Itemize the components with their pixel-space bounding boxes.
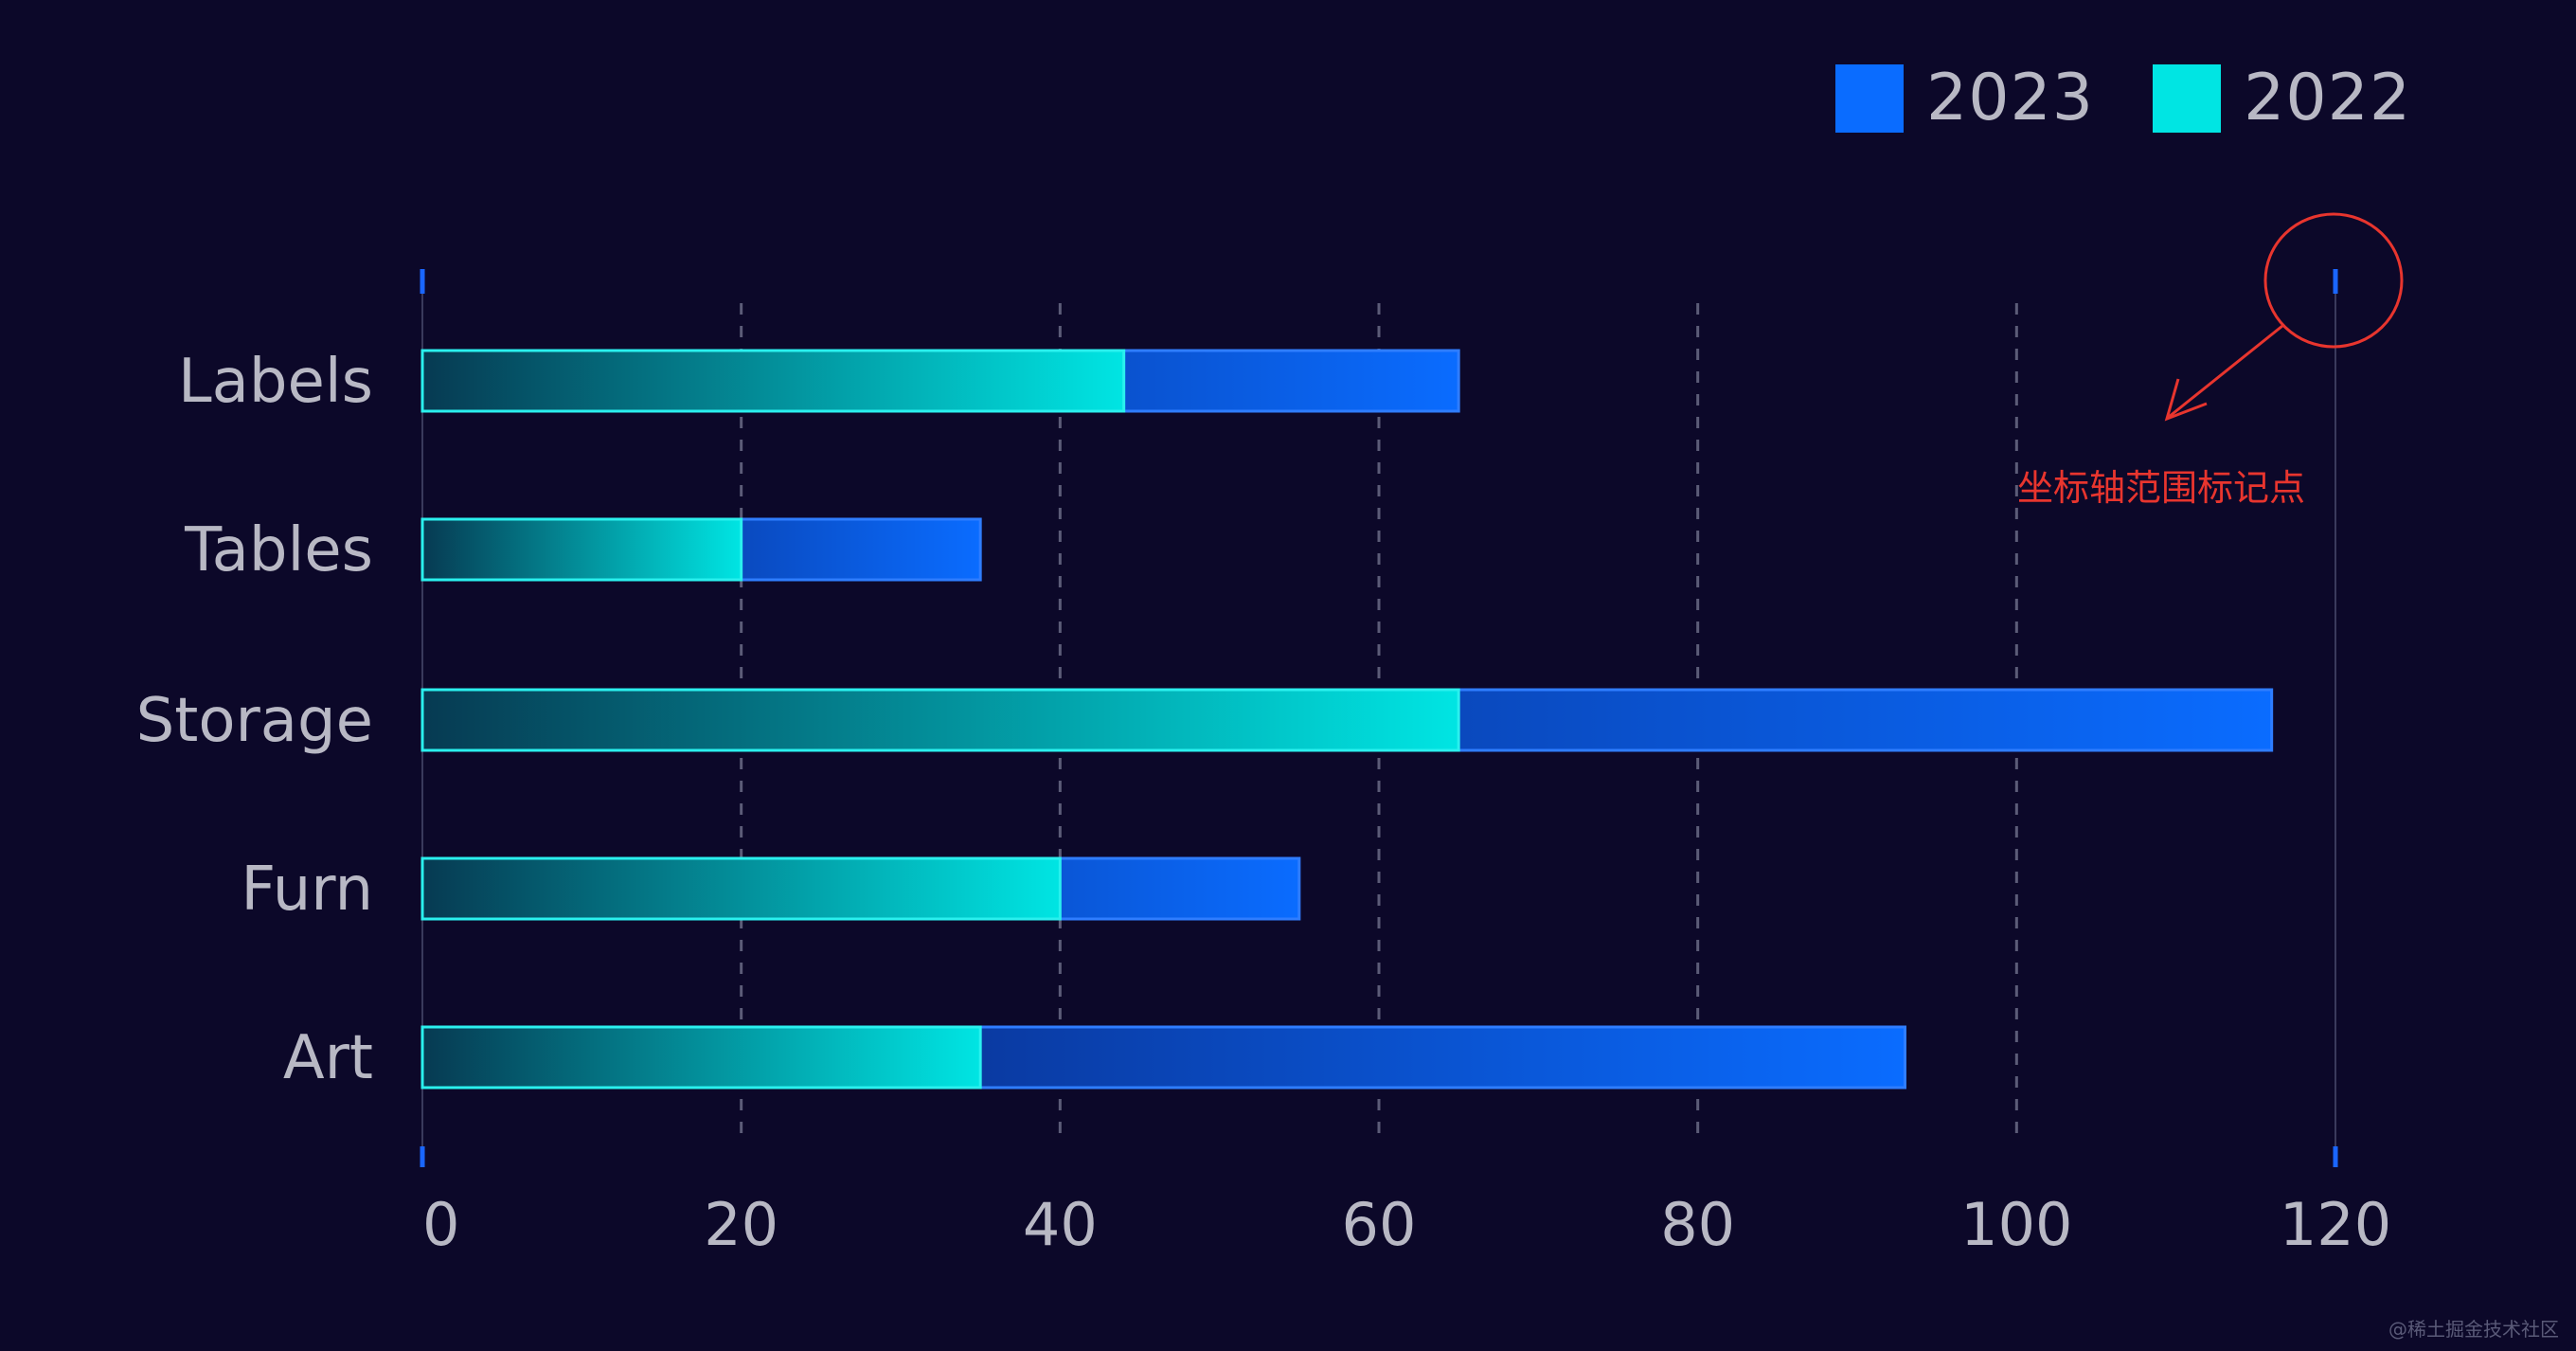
x-tick-label-100: 100 bbox=[1960, 1190, 2072, 1259]
x-tick-label-120: 120 bbox=[2280, 1190, 2391, 1259]
chart-legend: 2023 2022 bbox=[1835, 61, 2470, 135]
legend-label-1: 2022 bbox=[2244, 61, 2412, 135]
annotation-text: 坐标轴范围标记点 bbox=[2017, 467, 2306, 509]
category-label-furn: Furn bbox=[241, 855, 373, 925]
category-label-art: Art bbox=[283, 1023, 373, 1093]
bar-2022-tables bbox=[420, 517, 743, 582]
x-tick-label-80: 80 bbox=[1660, 1190, 1735, 1259]
x-tick-label-0: 0 bbox=[422, 1190, 459, 1259]
category-label-storage: Storage bbox=[136, 686, 373, 756]
legend-swatch-0 bbox=[1835, 63, 1904, 133]
annotation-arrow-shaft bbox=[2168, 324, 2283, 419]
bar-2022-labels bbox=[420, 349, 1126, 413]
x-tick-label-20: 20 bbox=[704, 1190, 778, 1259]
legend-swatch-1 bbox=[2153, 63, 2222, 133]
category-label-tables: Tables bbox=[184, 515, 373, 585]
bar-2022-furn bbox=[420, 856, 1062, 921]
bar-2022-storage bbox=[420, 688, 1460, 752]
x-tick-label-60: 60 bbox=[1342, 1190, 1417, 1259]
bar-2022-art bbox=[420, 1025, 982, 1090]
legend-item-0[interactable]: 2023 bbox=[1835, 61, 2094, 135]
annotation-circle bbox=[2263, 212, 2404, 349]
legend-item-1[interactable]: 2022 bbox=[2153, 61, 2411, 135]
annotation-arrow-head bbox=[2164, 378, 2208, 422]
x-tick-label-40: 40 bbox=[1023, 1190, 1098, 1259]
legend-label-0: 2023 bbox=[1926, 61, 2095, 135]
watermark-text: @稀土掘金技术社区 bbox=[2388, 1318, 2559, 1341]
category-label-labels: Labels bbox=[178, 347, 373, 417]
